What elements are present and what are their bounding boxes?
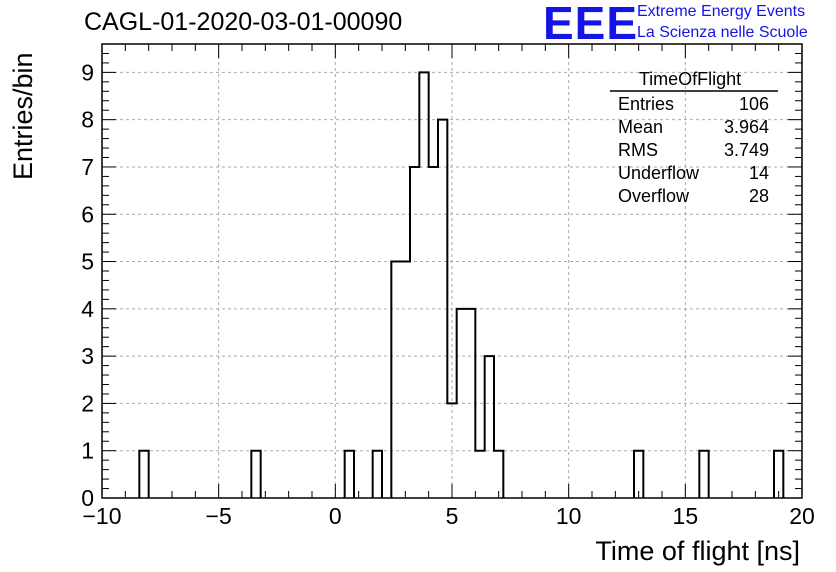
histogram-bin	[774, 451, 783, 498]
histogram-bin	[410, 167, 419, 498]
page-title: CAGL-01-2020-03-01-00090	[84, 8, 403, 36]
stats-row-label: Entries	[618, 94, 674, 114]
x-axis-label: Time of flight [ns]	[595, 536, 800, 566]
stats-row-value: 106	[739, 94, 769, 114]
histogram-bin	[401, 262, 410, 498]
histogram-bin	[475, 451, 484, 498]
x-tick-label: 10	[556, 503, 582, 529]
histogram-bin	[251, 451, 260, 498]
histogram-bin-group	[773, 449, 785, 498]
histogram-bin	[373, 451, 382, 498]
stats-box-name: TimeOfFlight	[639, 69, 741, 89]
y-tick-label: 2	[81, 390, 94, 416]
histogram-bin-group	[371, 449, 383, 498]
histogram-bin-group	[633, 449, 645, 498]
eee-logo: EEE	[543, 0, 639, 49]
histogram-bin-group	[250, 449, 262, 498]
stats-row-value: 28	[749, 186, 769, 206]
histogram-bin-group	[343, 449, 355, 498]
grid-layer	[102, 44, 802, 498]
y-tick-label: 7	[81, 154, 94, 180]
stats-box: TimeOfFlight Entries 106 Mean 3.964 RMS 3.749 U…	[610, 69, 778, 206]
x-tick-label: −5	[206, 503, 232, 529]
histogram-bin	[485, 356, 494, 498]
histogram-bin	[634, 451, 643, 498]
stats-row-value: 3.749	[724, 140, 769, 160]
y-tick-label: 1	[81, 438, 94, 464]
histogram-bin	[345, 451, 354, 498]
x-tick-label: 15	[673, 503, 699, 529]
histogram-bin	[391, 262, 400, 498]
histogram-bin-group	[138, 449, 150, 498]
y-tick-label: 0	[81, 485, 94, 511]
histogram-bin	[419, 72, 428, 498]
stats-row-label: Underflow	[618, 163, 700, 183]
histogram-bin	[494, 451, 503, 498]
axis-layer: −10 −5 0 5 10 15 20 0 1 2 3 4 5 6 7 8 9	[81, 43, 815, 529]
y-tick-label: 3	[81, 343, 94, 369]
x-tick-label: 5	[446, 503, 459, 529]
logo-subtitle-line2: La Scienza nelle Scuole	[637, 24, 808, 41]
x-tick-label: −10	[82, 503, 121, 529]
stats-row-label: Overflow	[618, 186, 690, 206]
y-tick-label: 8	[81, 107, 94, 133]
histogram-bin-group	[698, 449, 710, 498]
y-tick-label: 4	[81, 296, 94, 322]
x-tick-label: 20	[789, 503, 815, 529]
histogram-bin	[699, 451, 708, 498]
histogram-bin	[429, 167, 438, 498]
y-tick-label: 6	[81, 201, 94, 227]
y-tick-label: 5	[81, 249, 94, 275]
histogram-bin-group	[390, 71, 505, 498]
stats-row-label: RMS	[618, 140, 658, 160]
logo-subtitle-line1: Extreme Energy Events	[637, 3, 806, 20]
stats-row-value: 14	[749, 163, 769, 183]
histogram-layer	[138, 71, 785, 498]
x-tick-label: 0	[329, 503, 342, 529]
histogram-bin	[139, 451, 148, 498]
y-tick-label: 9	[81, 59, 94, 85]
stats-row-label: Mean	[618, 117, 663, 137]
stats-row-value: 3.964	[724, 117, 769, 137]
